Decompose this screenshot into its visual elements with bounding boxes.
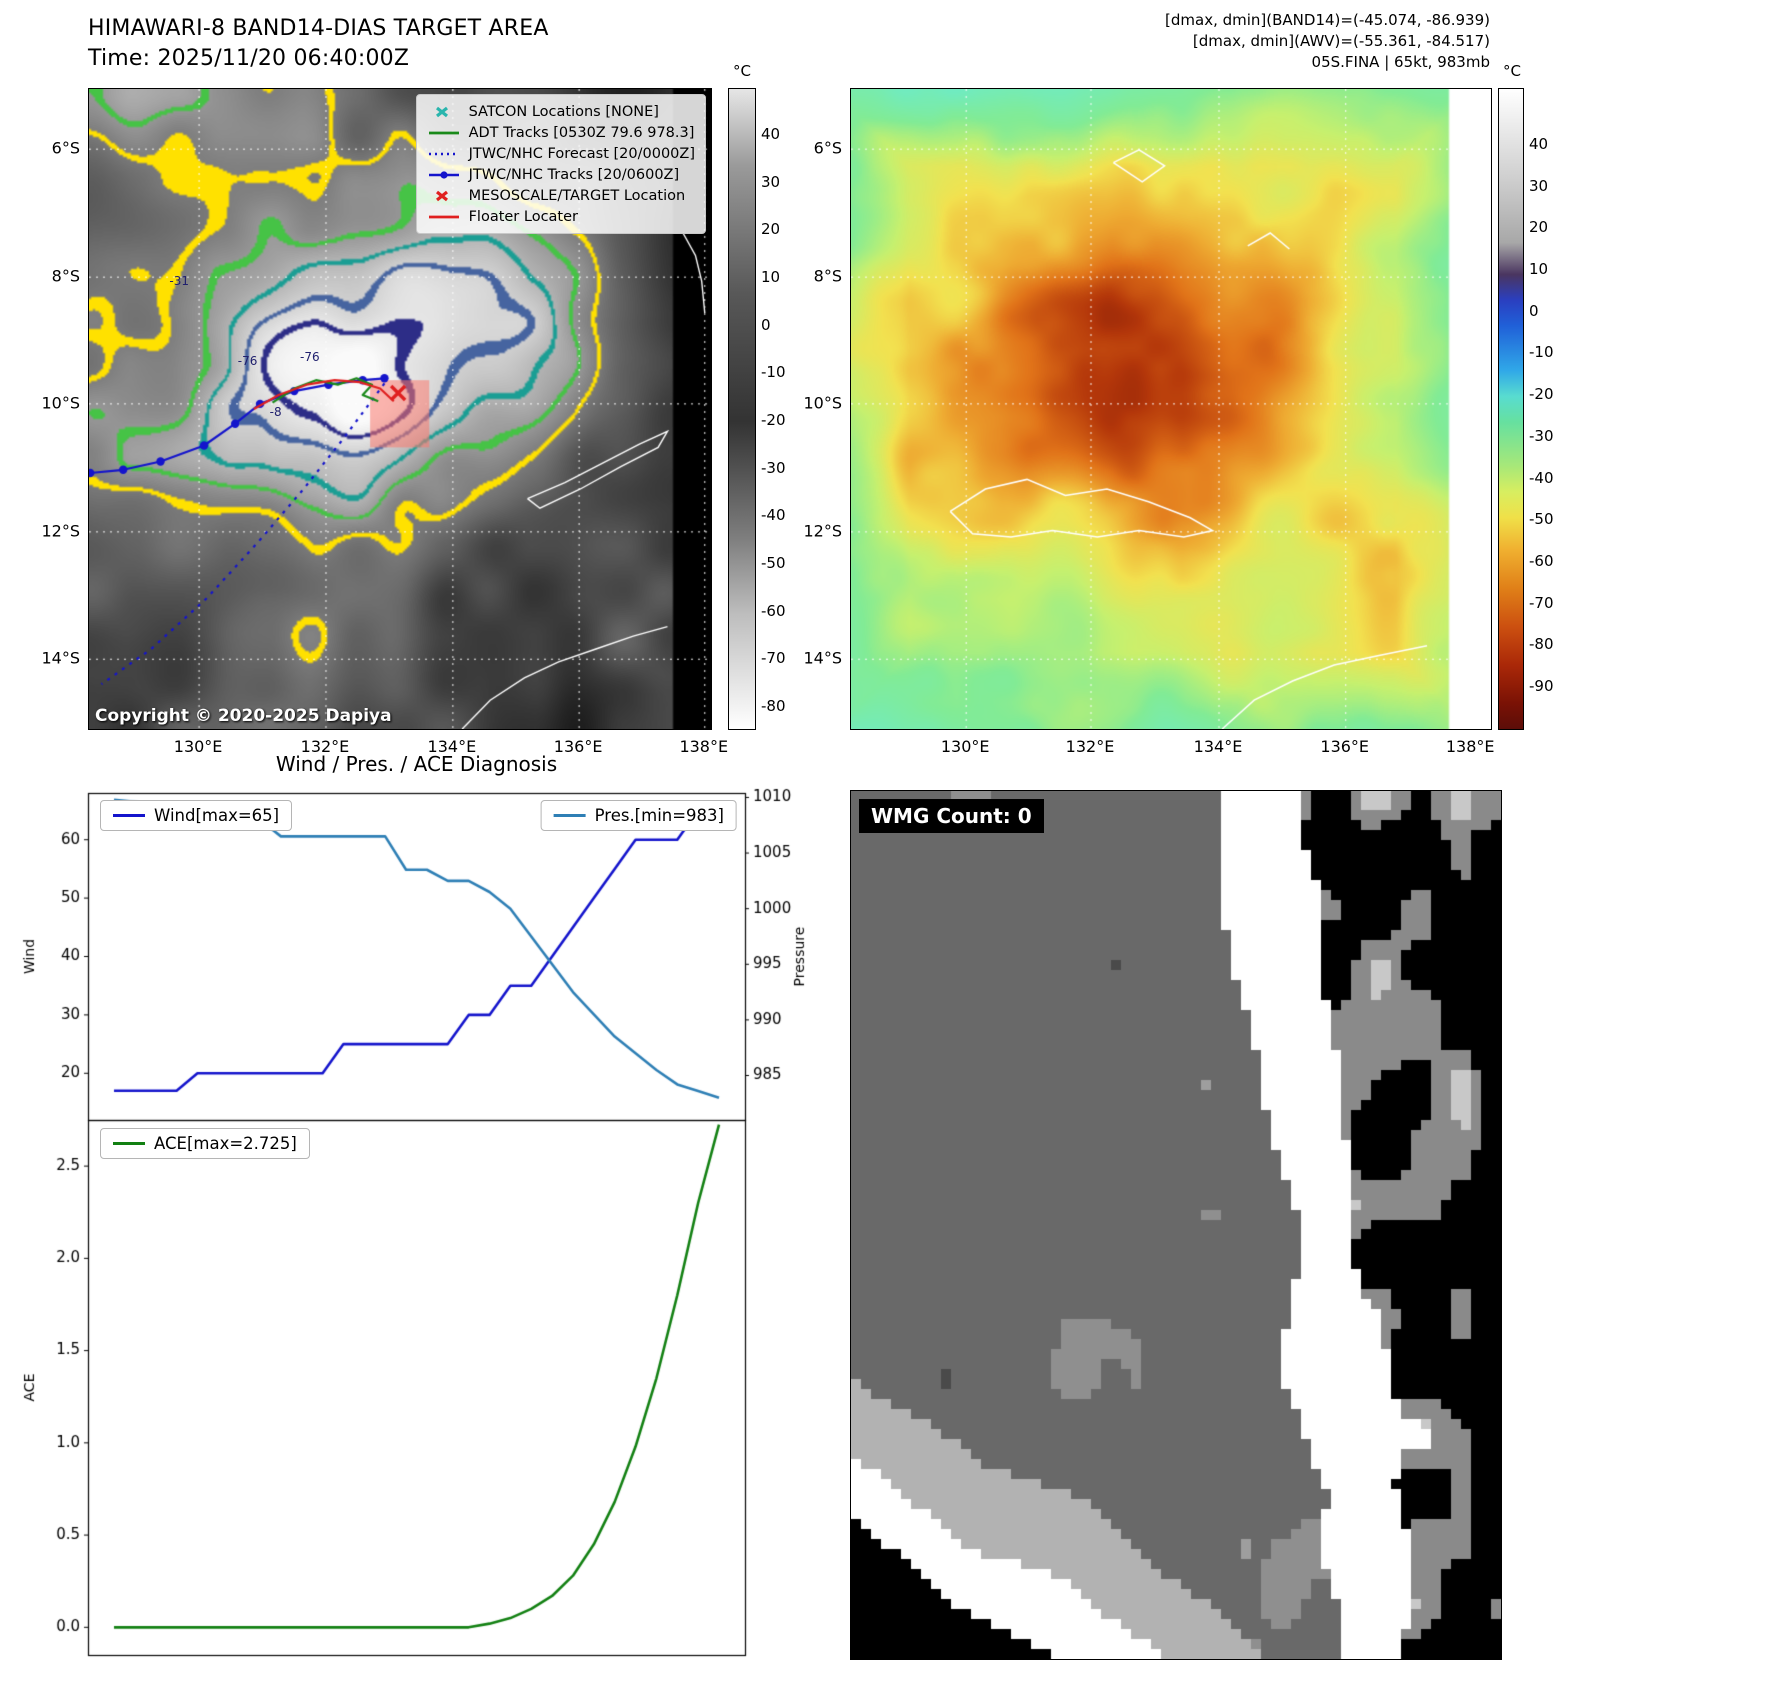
awv-xtick: 130°E bbox=[940, 737, 990, 756]
awv-colorbar bbox=[1498, 88, 1524, 730]
awv-colorbar-tick: 40 bbox=[1529, 135, 1549, 153]
band14-xtick: 132°E bbox=[300, 737, 350, 756]
ace-legend-label: ACE[max=2.725] bbox=[154, 1134, 297, 1153]
legend-item: MESOSCALE/TARGET Location bbox=[427, 185, 695, 206]
ace-legend-sample bbox=[113, 1142, 145, 1145]
band14-colorbar-tick: 40 bbox=[761, 125, 781, 143]
legend-item: Floater Locater bbox=[427, 206, 695, 227]
band14-ytick: 10°S bbox=[41, 393, 80, 413]
legend-item: ADT Tracks [0530Z 79.6 978.3] bbox=[427, 122, 695, 143]
legend-item-label: JTWC/NHC Forecast [20/0000Z] bbox=[468, 145, 695, 162]
band14-colorbar-tick: -10 bbox=[761, 363, 786, 382]
awv-colorbar-tick: -40 bbox=[1529, 468, 1554, 487]
band14-colorbar bbox=[728, 88, 756, 730]
awv-xtick: 134°E bbox=[1193, 737, 1243, 756]
awv-ytick: 12°S bbox=[803, 521, 842, 541]
band14-ytick: 14°S bbox=[41, 648, 80, 668]
ace-legend: ACE[max=2.725] bbox=[100, 1128, 310, 1159]
awv-colorbar-tick: -70 bbox=[1529, 593, 1554, 612]
band14-colorbar-tick: -50 bbox=[761, 554, 786, 572]
band14-xtick: 130°E bbox=[173, 737, 223, 756]
awv-colorbar-tick: -10 bbox=[1529, 343, 1554, 362]
contour-value-label: -31 bbox=[169, 274, 189, 288]
pressure-legend: Pres.[min=983] bbox=[540, 800, 737, 831]
awv-colorbar-tick: -50 bbox=[1529, 510, 1554, 529]
legend-item: JTWC/NHC Tracks [20/0600Z] bbox=[427, 164, 695, 185]
contour-value-label: -8 bbox=[269, 405, 282, 420]
legend-item-label: JTWC/NHC Tracks [20/0600Z] bbox=[468, 166, 680, 183]
legend-item-label: MESOSCALE/TARGET Location bbox=[468, 187, 686, 204]
band14-colorbar-tick: -40 bbox=[761, 506, 786, 525]
line-dot-icon bbox=[428, 170, 459, 179]
wind-legend-sample bbox=[113, 814, 145, 817]
awv-colorbar-tick: -20 bbox=[1529, 385, 1554, 404]
awv-header: [dmax, dmin](BAND14)=(-45.074, -86.939) … bbox=[1165, 10, 1490, 73]
band14-colorbar-tick: -70 bbox=[761, 649, 786, 668]
wind-legend: Wind[max=65] bbox=[100, 800, 293, 831]
diagnosis-charts-canvas bbox=[0, 778, 810, 1668]
legend-item-label: Floater Locater bbox=[468, 208, 579, 225]
awv-colorbar-unit: °C bbox=[1503, 62, 1521, 80]
band14-ytick: 6°S bbox=[51, 138, 80, 158]
dotted-line-icon bbox=[428, 152, 459, 155]
band14-time-label: Time: 2025/11/20 06:40:00Z bbox=[88, 46, 410, 71]
legend-item: SATCON Locations [NONE] bbox=[427, 101, 695, 122]
band14-colorbar-tick: -80 bbox=[761, 697, 786, 715]
awv-ytick: 6°S bbox=[813, 138, 842, 158]
awv-colorbar-tick: 20 bbox=[1529, 218, 1549, 237]
line-icon bbox=[428, 215, 459, 218]
awv-ytick: 8°S bbox=[813, 266, 842, 286]
wind-legend-label: Wind[max=65] bbox=[154, 806, 280, 825]
legend-item-label: SATCON Locations [NONE] bbox=[468, 103, 659, 120]
awv-map-panel bbox=[850, 88, 1492, 730]
awv-xtick: 138°E bbox=[1445, 737, 1495, 756]
wmg-count-label: WMG Count: 0 bbox=[859, 799, 1044, 833]
band14-legend: SATCON Locations [NONE] ADT Tracks [0530Z… bbox=[415, 94, 706, 234]
band14-colorbar-unit: °C bbox=[733, 62, 751, 80]
band14-colorbar-tick: 0 bbox=[761, 315, 771, 334]
band14-ytick: 12°S bbox=[41, 521, 80, 541]
awv-colorbar-tick: 10 bbox=[1529, 260, 1549, 279]
awv-colorbar-tick: 0 bbox=[1529, 301, 1539, 320]
copyright-text: Copyright © 2020-2025 Dapiya bbox=[95, 706, 392, 726]
band14-colorbar-tick: 10 bbox=[761, 268, 781, 286]
band14-xtick: 134°E bbox=[427, 737, 477, 756]
awv-colorbar-tick: -60 bbox=[1529, 551, 1554, 570]
line-icon bbox=[428, 131, 459, 134]
band14-colorbar-tick: 20 bbox=[761, 220, 781, 239]
wmg-canvas bbox=[851, 791, 1501, 1659]
x-marker-icon bbox=[435, 106, 448, 117]
contour-value-label: -76 bbox=[237, 354, 258, 368]
legend-item: JTWC/NHC Forecast [20/0000Z] bbox=[427, 143, 695, 164]
awv-colorbar-tick: -30 bbox=[1529, 426, 1554, 445]
band14-colorbar-tick: 30 bbox=[761, 172, 781, 191]
band14-colorbar-tick: -60 bbox=[761, 601, 786, 620]
awv-xtick: 132°E bbox=[1065, 737, 1115, 756]
band14-colorbar-tick: -30 bbox=[761, 458, 786, 477]
diagnosis-title: Wind / Pres. / ACE Diagnosis bbox=[275, 752, 558, 776]
awv-ytick: 14°S bbox=[803, 648, 842, 668]
band14-title: HIMAWARI-8 BAND14-DIAS TARGET AREA bbox=[88, 16, 549, 41]
wmg-panel: WMG Count: 0 bbox=[850, 790, 1502, 1660]
awv-header-line-2: [dmax, dmin](AWV)=(-55.361, -84.517) bbox=[1192, 32, 1490, 50]
awv-header-line-1: [dmax, dmin](BAND14)=(-45.074, -86.939) bbox=[1165, 11, 1490, 29]
pressure-legend-label: Pres.[min=983] bbox=[594, 806, 724, 825]
band14-colorbar-tick: -20 bbox=[761, 411, 786, 429]
band14-xtick: 138°E bbox=[679, 737, 729, 756]
band14-map-panel: SATCON Locations [NONE] ADT Tracks [0530Z… bbox=[88, 88, 712, 730]
x-marker-icon bbox=[435, 190, 448, 201]
awv-header-line-3: 05S.FINA | 65kt, 983mb bbox=[1311, 53, 1490, 71]
pressure-legend-sample bbox=[553, 814, 586, 817]
awv-colorbar-tick: -80 bbox=[1529, 635, 1554, 654]
awv-xtick: 136°E bbox=[1320, 737, 1370, 756]
awv-colorbar-tick: 30 bbox=[1529, 176, 1549, 195]
awv-colorbar-tick: -90 bbox=[1529, 677, 1554, 695]
band14-xtick: 136°E bbox=[553, 737, 603, 756]
awv-map-canvas bbox=[851, 89, 1491, 729]
contour-value-label: -76 bbox=[299, 349, 320, 364]
awv-ytick: 10°S bbox=[803, 393, 842, 413]
band14-ytick: 8°S bbox=[51, 266, 80, 286]
legend-item-label: ADT Tracks [0530Z 79.6 978.3] bbox=[468, 124, 695, 141]
